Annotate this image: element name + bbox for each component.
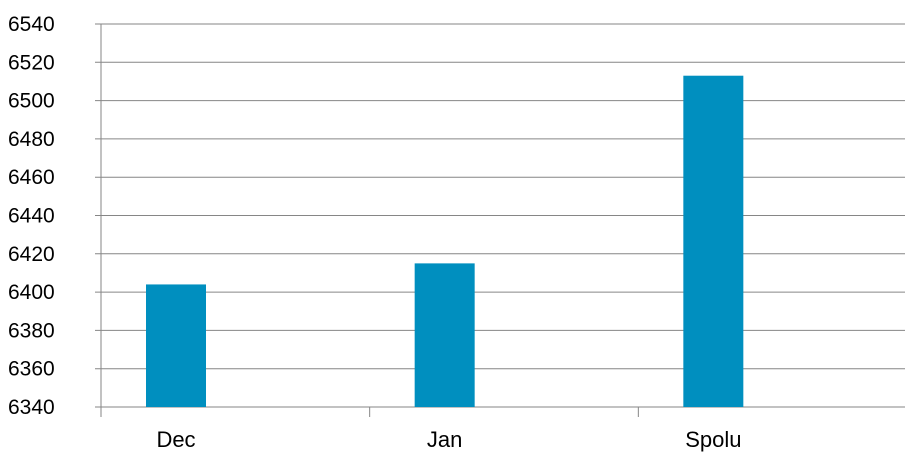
y-tick-label: 6340 bbox=[8, 396, 55, 419]
y-tick-label: 6500 bbox=[8, 90, 55, 113]
x-category-label: Spolu bbox=[685, 427, 741, 452]
y-tick-label: 6400 bbox=[8, 281, 55, 304]
bar-jan bbox=[414, 263, 475, 407]
y-tick-label: 6440 bbox=[8, 205, 55, 228]
bars bbox=[146, 75, 744, 407]
bar-dec bbox=[146, 284, 206, 407]
x-category-label: Jan bbox=[427, 427, 462, 452]
gridlines bbox=[95, 23, 905, 408]
y-tick-label: 6540 bbox=[8, 13, 55, 36]
x-category-label: Dec bbox=[156, 427, 195, 452]
bar-spolu bbox=[683, 75, 744, 407]
x-axis bbox=[100, 24, 639, 417]
x-axis-labels: Dec Jan Spolu bbox=[156, 427, 741, 452]
y-tick-label: 6520 bbox=[8, 51, 55, 74]
y-tick-label: 6460 bbox=[8, 166, 55, 189]
y-tick-label: 6380 bbox=[8, 319, 55, 342]
y-tick-label: 6480 bbox=[8, 128, 55, 151]
y-axis-ticks: 6340 6360 6380 6400 6420 6440 6460 6480 6500 6520… bbox=[8, 13, 55, 419]
y-tick-label: 6420 bbox=[8, 243, 55, 266]
y-tick-label: 6360 bbox=[8, 358, 55, 381]
